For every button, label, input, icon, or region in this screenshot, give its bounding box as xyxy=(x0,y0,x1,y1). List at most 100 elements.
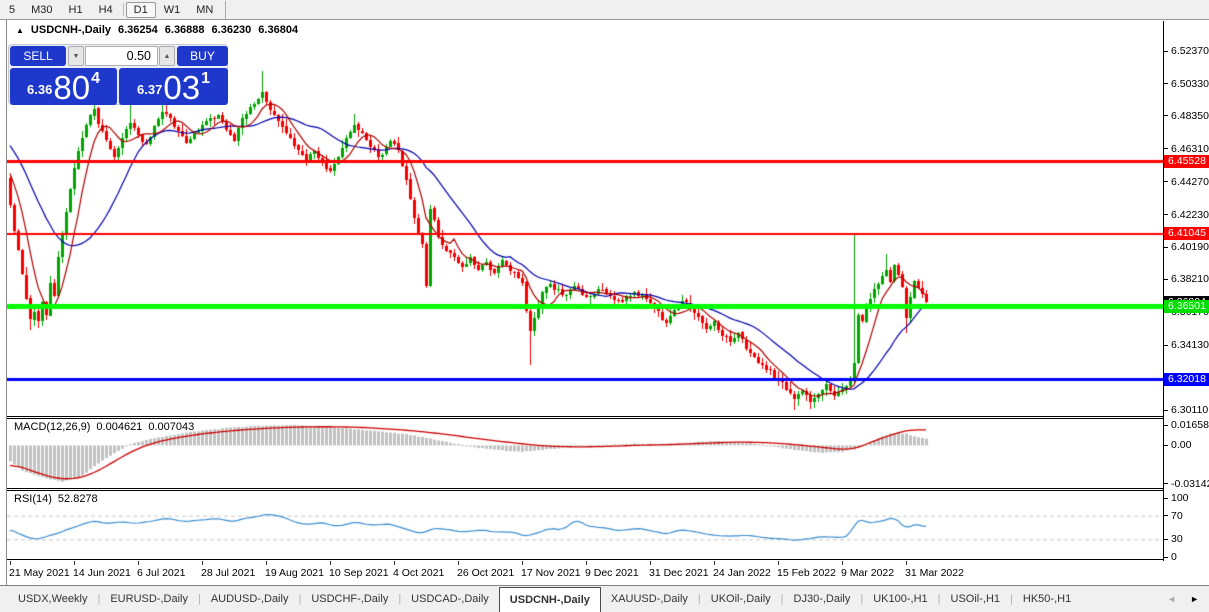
tab-xauusd-daily[interactable]: XAUUSD-,Daily xyxy=(610,593,688,605)
axis-tick-mark xyxy=(1164,409,1168,411)
date-tick-mark xyxy=(266,561,267,565)
axis-tick-mark xyxy=(1164,214,1168,216)
volume-decrease-button[interactable]: ▼ xyxy=(68,46,84,66)
date-tick-mark xyxy=(202,561,203,565)
tab-separator: | xyxy=(697,593,701,605)
timeframe-button-m30[interactable]: M30 xyxy=(31,3,53,16)
timeframe-button-mn[interactable]: MN xyxy=(196,3,214,16)
hline-price-label: 6.45528 xyxy=(1164,154,1209,168)
sell-price-box[interactable]: 6.36 80 4 xyxy=(10,68,117,105)
date-tick-mark xyxy=(458,561,459,565)
timeframe-button-w1[interactable]: W1 xyxy=(163,3,181,16)
timeframe-button-5[interactable]: 5 xyxy=(9,3,16,16)
tab-separator: | xyxy=(197,593,201,605)
tab-usdx-weekly[interactable]: USDX,Weekly xyxy=(18,593,88,605)
panel-separator xyxy=(7,559,1209,561)
price-tick-label: 6.44270 xyxy=(1171,175,1209,188)
chart-window-left-border xyxy=(6,20,7,586)
tab-separator: | xyxy=(298,593,302,605)
date-tick-mark xyxy=(10,561,11,565)
timeframe-button-d1[interactable]: D1 xyxy=(125,1,156,18)
date-label: 10 Sep 2021 xyxy=(329,567,389,579)
date-label: 14 Jun 2021 xyxy=(73,567,131,579)
tab-audusd-daily[interactable]: AUDUSD-,Daily xyxy=(210,593,289,605)
volume-increase-button[interactable]: ▲ xyxy=(159,46,175,66)
rsi-tick-label: 0 xyxy=(1171,551,1177,563)
rsi-tick-label: 30 xyxy=(1171,533,1183,546)
rsi-value: 52.8278 xyxy=(57,493,98,505)
price-tick-label: 6.52370 xyxy=(1171,45,1209,57)
axis-tick-mark xyxy=(1164,538,1168,540)
tab-scroll-left-icon[interactable]: ◄ xyxy=(1167,594,1177,604)
tab-dj30-daily[interactable]: DJ30-,Daily xyxy=(793,593,851,605)
date-tick-mark xyxy=(906,561,907,565)
rsi-label: RSI(14) xyxy=(14,493,52,505)
date-tick-mark xyxy=(778,561,779,565)
tab-usoil-h1[interactable]: USOil-,H1 xyxy=(950,593,1001,605)
ohlc-low: 6.36230 xyxy=(211,24,252,36)
axis-tick-mark xyxy=(1164,497,1168,499)
axis-tick-mark xyxy=(1164,556,1168,558)
buy-button[interactable]: BUY xyxy=(177,46,228,66)
price-tick-label: 6.50330 xyxy=(1171,77,1209,90)
axis-tick-mark xyxy=(1164,344,1168,346)
price-tick-label: 6.42230 xyxy=(1171,208,1209,221)
date-label: 9 Mar 2022 xyxy=(841,567,895,579)
date-axis[interactable]: 21 May 2021 14 Jun 2021 6 Jul 2021 28 Jul 2… xyxy=(7,561,1209,585)
panel-separator[interactable] xyxy=(7,488,1209,491)
main-chart-panel[interactable] xyxy=(7,21,1163,416)
date-tick-mark xyxy=(586,561,587,565)
tab-eurusd-daily[interactable]: EURUSD-,Daily xyxy=(110,593,188,605)
date-label: 31 Mar 2022 xyxy=(905,567,964,579)
panel-separator[interactable] xyxy=(7,416,1209,419)
macd-tick-label: -0.031421 xyxy=(1171,477,1209,490)
sell-price-big: 80 xyxy=(53,69,91,106)
price-axis[interactable]: 6.52370 6.50330 6.48350 6.46310 6.44270 6.422… xyxy=(1163,21,1209,563)
axis-tick-mark xyxy=(1164,444,1168,446)
tab-hk50-h1[interactable]: HK50-,H1 xyxy=(1022,593,1072,605)
rsi-panel[interactable] xyxy=(7,491,1163,559)
hline-price-label: 6.36501 xyxy=(1164,300,1209,314)
chart-tab-bar: USDX,Weekly | EURUSD-,Daily | AUDUSD-,Daily |… xyxy=(0,586,1209,612)
date-label: 28 Jul 2021 xyxy=(201,567,256,579)
ohlc-high: 6.36888 xyxy=(164,24,205,36)
price-tick-label: 6.46310 xyxy=(1171,142,1209,155)
buy-price-big: 03 xyxy=(163,69,201,106)
macd-tick-label: 0.00 xyxy=(1171,439,1192,452)
toolbar-separator xyxy=(225,0,227,19)
tab-scroll-buttons: ◄ ► xyxy=(1167,586,1209,612)
hline-price-label: 6.41045 xyxy=(1164,227,1209,241)
tab-usdchf-daily[interactable]: USDCHF-,Daily xyxy=(311,593,389,605)
rsi-canvas[interactable] xyxy=(7,491,1163,559)
price-tick-label: 6.48350 xyxy=(1171,109,1209,122)
date-label: 9 Dec 2021 xyxy=(585,567,639,579)
date-tick-mark xyxy=(138,561,139,565)
timeframe-toolbar[interactable]: 5 M30 H1 H4 D1 W1 MN xyxy=(0,0,1209,20)
date-label: 24 Jan 2022 xyxy=(713,567,771,579)
toolbar-separator xyxy=(122,3,124,16)
volume-input[interactable]: 0.50 xyxy=(85,46,158,66)
sell-button[interactable]: SELL xyxy=(10,46,66,66)
tab-separator: | xyxy=(1010,593,1013,605)
ohlc-close: 6.36804 xyxy=(258,24,299,36)
collapse-triangle-icon[interactable]: ▲ xyxy=(16,25,24,35)
tab-uk100-h1[interactable]: UK100-,H1 xyxy=(873,593,928,605)
tab-separator: | xyxy=(398,593,402,605)
tab-scroll-right-icon[interactable]: ► xyxy=(1190,594,1199,604)
tab-usdcad-daily[interactable]: USDCAD-,Daily xyxy=(411,593,489,605)
price-tick-label: 6.30110 xyxy=(1171,404,1209,416)
timeframe-button-h1[interactable]: H1 xyxy=(68,3,83,16)
axis-tick-mark xyxy=(1164,83,1168,85)
macd-value-1: 0.004621 xyxy=(96,421,143,433)
price-tick-label: 6.40190 xyxy=(1171,241,1209,254)
tab-usdcnh-daily[interactable]: USDCNH-,Daily xyxy=(498,587,601,612)
buy-price-box[interactable]: 6.37 03 1 xyxy=(119,68,228,105)
ohlc-open: 6.36254 xyxy=(118,24,158,36)
sell-price-sup: 4 xyxy=(91,70,100,87)
tab-ukoil-daily[interactable]: UKOil-,Daily xyxy=(710,593,771,605)
tab-separator: | xyxy=(860,593,864,605)
sell-price-small: 6.36 xyxy=(27,82,53,97)
macd-canvas[interactable] xyxy=(7,419,1163,488)
timeframe-button-h4[interactable]: H4 xyxy=(98,3,113,16)
macd-panel[interactable] xyxy=(7,419,1163,488)
